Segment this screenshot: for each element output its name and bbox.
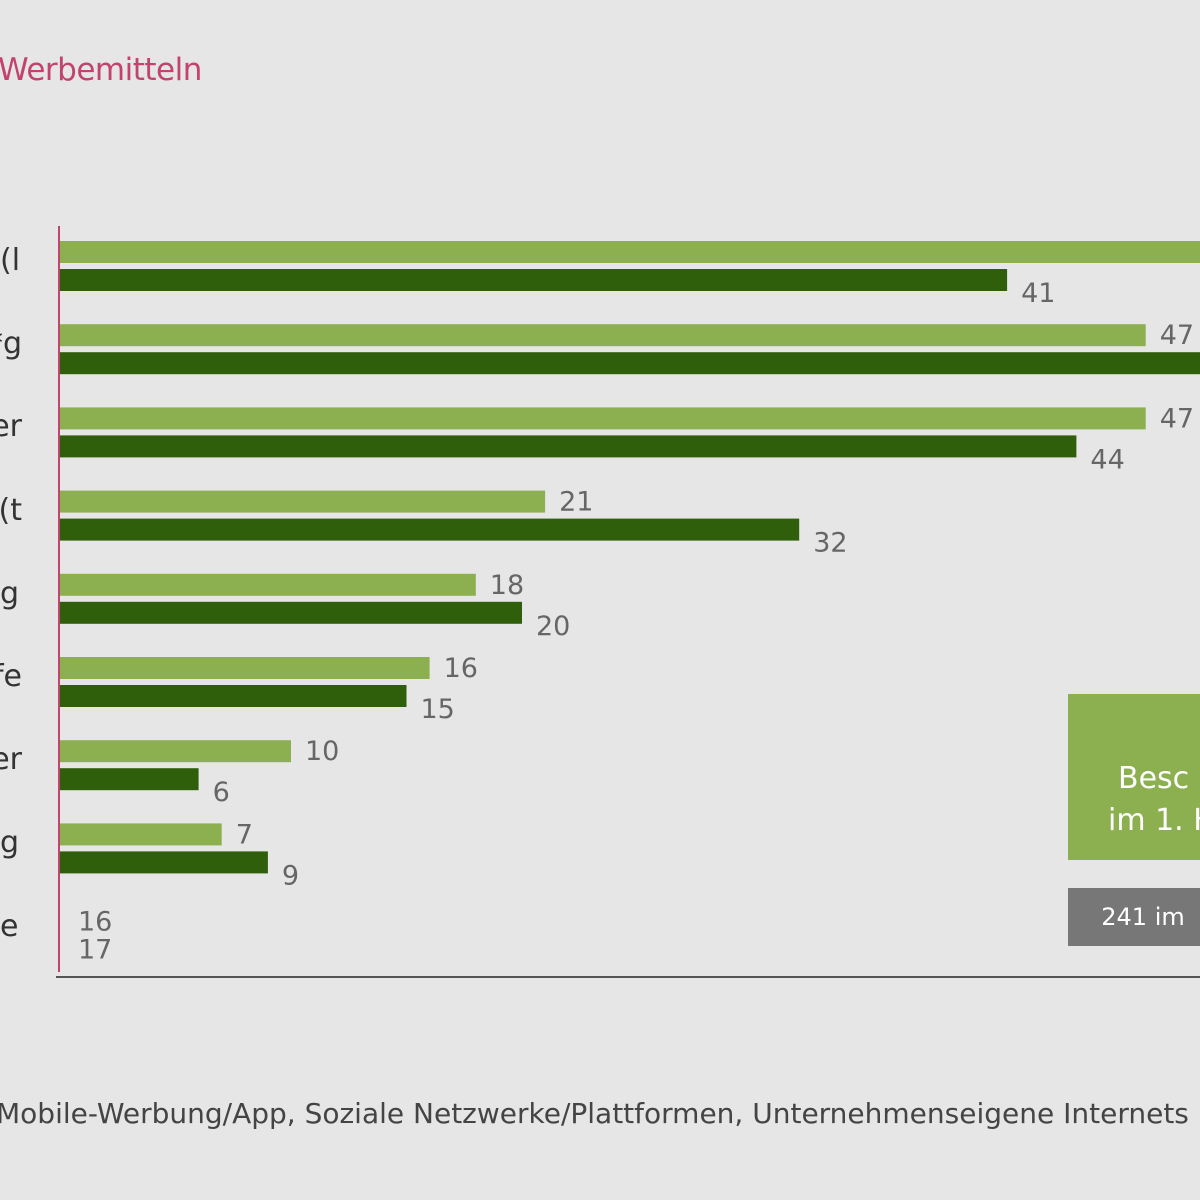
data-label: 16 bbox=[78, 907, 112, 938]
bar-series-1 bbox=[60, 573, 476, 596]
data-label: 41 bbox=[1021, 278, 1055, 309]
data-label: 16 bbox=[444, 653, 478, 684]
category-label: er bbox=[0, 742, 22, 778]
bar-series-1 bbox=[60, 407, 1146, 430]
bar-series-1 bbox=[60, 241, 1200, 263]
data-label: 9 bbox=[282, 860, 299, 891]
bar-series-2 bbox=[60, 269, 1008, 291]
bar-series-2 bbox=[60, 768, 199, 791]
legend-line-2: im 1. H bbox=[1108, 803, 1200, 838]
data-label: 15 bbox=[421, 694, 455, 725]
category-label: g bbox=[0, 825, 20, 861]
bar-series-1 bbox=[60, 657, 430, 679]
data-label: 17 bbox=[78, 935, 112, 966]
data-label: 47 bbox=[1160, 403, 1194, 434]
data-label: 32 bbox=[813, 528, 847, 559]
legend-line-1: Besc bbox=[1118, 761, 1190, 796]
category-label: l) bbox=[0, 243, 21, 278]
category-label: t) bbox=[0, 492, 22, 528]
category-label: g bbox=[0, 575, 20, 611]
category-label: er bbox=[0, 409, 22, 445]
legend-gray-box: 241 im bbox=[1068, 888, 1200, 946]
bar-series-2 bbox=[60, 435, 1077, 458]
data-label: 20 bbox=[536, 611, 570, 642]
data-label: 44 bbox=[1090, 444, 1124, 475]
chart-title: Werbemitteln bbox=[0, 52, 202, 88]
category-label: e bbox=[0, 908, 19, 944]
data-label: 18 bbox=[490, 570, 524, 601]
data-label: 10 bbox=[305, 736, 339, 767]
bar-series-2 bbox=[60, 352, 1200, 375]
category-label: g* bbox=[0, 326, 22, 362]
data-label: 21 bbox=[559, 487, 593, 518]
bar-series-2 bbox=[60, 685, 407, 707]
bar-series-1 bbox=[60, 324, 1146, 347]
footnote: Mobile-Werbung/App, Soziale Netzwerke/Pl… bbox=[0, 1097, 1189, 1130]
bar-series-1 bbox=[60, 490, 546, 513]
legend-box: Besc im 1. H bbox=[1068, 694, 1200, 860]
data-label: 6 bbox=[213, 777, 230, 808]
category-label: fe bbox=[0, 659, 22, 694]
bar-series-1 bbox=[60, 823, 222, 846]
bar-series-2 bbox=[60, 851, 268, 874]
data-label: 47 bbox=[1160, 320, 1194, 351]
bar-series-2 bbox=[60, 518, 800, 541]
bar-series-1 bbox=[60, 740, 291, 763]
bar-series-2 bbox=[60, 601, 522, 624]
data-label: 7 bbox=[236, 819, 253, 850]
